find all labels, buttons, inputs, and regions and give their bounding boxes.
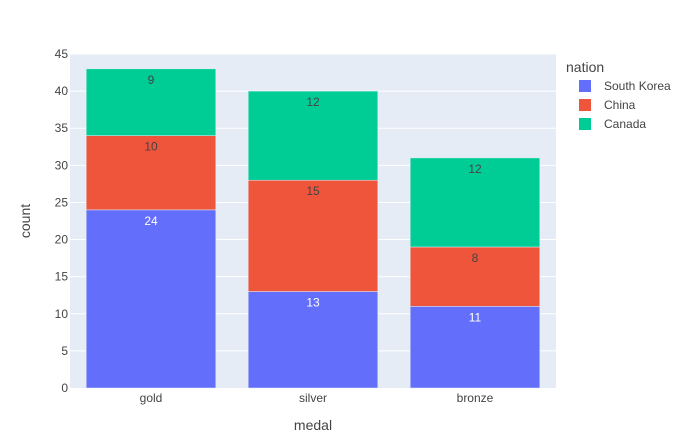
y-tick-label: 30: [55, 158, 69, 172]
bar-value-label: 10: [144, 140, 158, 154]
legend-label: South Korea: [604, 79, 671, 93]
x-axis-title: medal: [294, 417, 332, 433]
bar-segment[interactable]: [409, 246, 541, 307]
bars: [85, 68, 541, 389]
x-tick-label: bronze: [457, 391, 494, 405]
bar-segment[interactable]: [409, 306, 541, 389]
legend-title: nation: [566, 59, 604, 75]
y-tick-label: 10: [55, 307, 69, 321]
y-axis-ticks: 0 5 10 15 20 25 30 35 40 45: [55, 47, 69, 395]
x-axis-ticks: gold silver bronze: [140, 391, 494, 405]
y-tick-label: 40: [55, 84, 69, 98]
bar-segment[interactable]: [85, 68, 217, 136]
bar-segment[interactable]: [409, 157, 541, 248]
bar-value-label: 13: [306, 296, 320, 310]
bar-value-label: 12: [306, 95, 320, 109]
bar-value-labels: 24 10 9 13 15 12 11 8 12: [144, 73, 482, 325]
bar-value-label: 15: [306, 184, 320, 198]
y-tick-label: 15: [55, 270, 69, 284]
bar-value-label: 8: [472, 251, 479, 265]
legend-item[interactable]: South Korea: [579, 79, 671, 93]
bar-segment[interactable]: [247, 179, 379, 292]
bar-segment[interactable]: [85, 135, 217, 211]
bar-segment[interactable]: [247, 90, 379, 181]
y-tick-label: 25: [55, 195, 69, 209]
legend-label: Canada: [604, 117, 646, 131]
legend-label: China: [604, 98, 636, 112]
y-tick-label: 45: [55, 47, 69, 61]
bar-value-label: 12: [468, 162, 482, 176]
y-tick-label: 0: [61, 381, 68, 395]
bar-segment[interactable]: [85, 209, 217, 389]
legend[interactable]: nation South Korea China Canada: [566, 59, 671, 131]
legend-item[interactable]: China: [579, 98, 636, 112]
legend-swatch: [579, 80, 591, 92]
x-tick-label: gold: [140, 391, 163, 405]
bar-value-label: 11: [469, 310, 482, 324]
bar-value-label: 24: [144, 214, 158, 228]
legend-item[interactable]: Canada: [579, 117, 646, 131]
y-tick-label: 20: [55, 233, 69, 247]
x-tick-label: silver: [299, 391, 327, 405]
y-axis-title: count: [17, 204, 33, 238]
legend-swatch: [579, 118, 591, 130]
y-tick-label: 35: [55, 121, 69, 135]
bar-value-label: 9: [148, 73, 155, 87]
y-tick-label: 5: [61, 344, 68, 358]
legend-swatch: [579, 99, 591, 111]
